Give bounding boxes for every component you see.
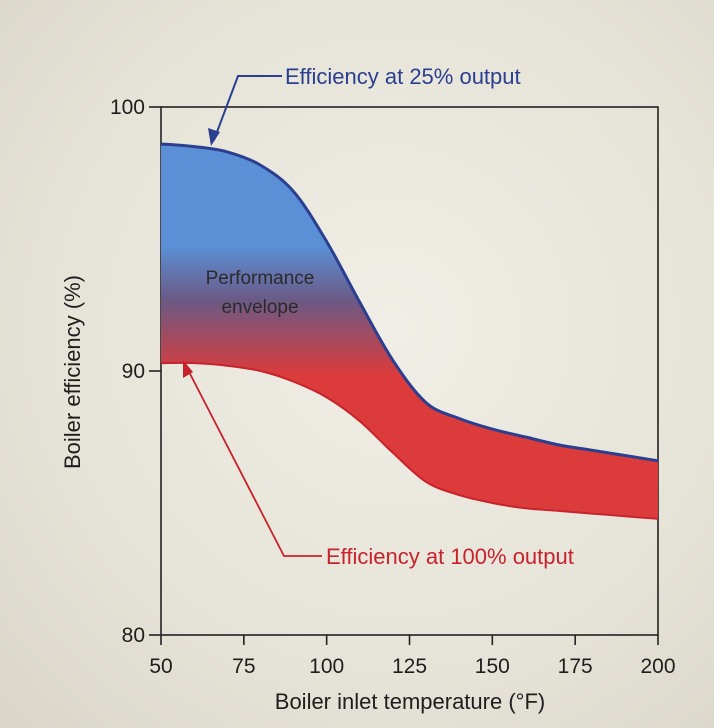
x-tick-label: 125	[392, 655, 427, 678]
annotation-leader-100	[185, 365, 322, 557]
annotation-25-output: Efficiency at 25% output	[285, 64, 521, 89]
x-tick-label: 150	[475, 655, 510, 678]
arrow-head-100-icon	[183, 360, 193, 378]
y-axis: 80 90 100	[110, 96, 161, 647]
band-label-line1: Performance	[206, 268, 315, 289]
efficiency-100-line	[160, 361, 659, 520]
y-tick-label: 100	[110, 96, 145, 119]
x-tick-label: 200	[640, 655, 675, 678]
x-tick-label: 75	[232, 655, 255, 678]
y-tick-label: 90	[122, 360, 145, 383]
band-label-line2: envelope	[221, 297, 298, 318]
y-axis-title: Boiler efficiency (%)	[60, 275, 85, 469]
x-axis: 50 75 100 125 150 175 200	[149, 635, 676, 678]
performance-envelope-band	[161, 143, 658, 519]
annotation-leader-25	[213, 75, 282, 141]
annotation-100-output: Efficiency at 100% output	[326, 544, 574, 569]
x-tick-label: 100	[309, 655, 344, 678]
efficiency-25-line	[160, 142, 659, 463]
x-axis-title: Boiler inlet temperature (°F)	[275, 689, 545, 714]
x-tick-label: 50	[149, 655, 172, 678]
y-tick-label: 80	[122, 624, 145, 647]
arrow-head-25-icon	[208, 128, 220, 146]
x-tick-label: 175	[558, 655, 593, 678]
